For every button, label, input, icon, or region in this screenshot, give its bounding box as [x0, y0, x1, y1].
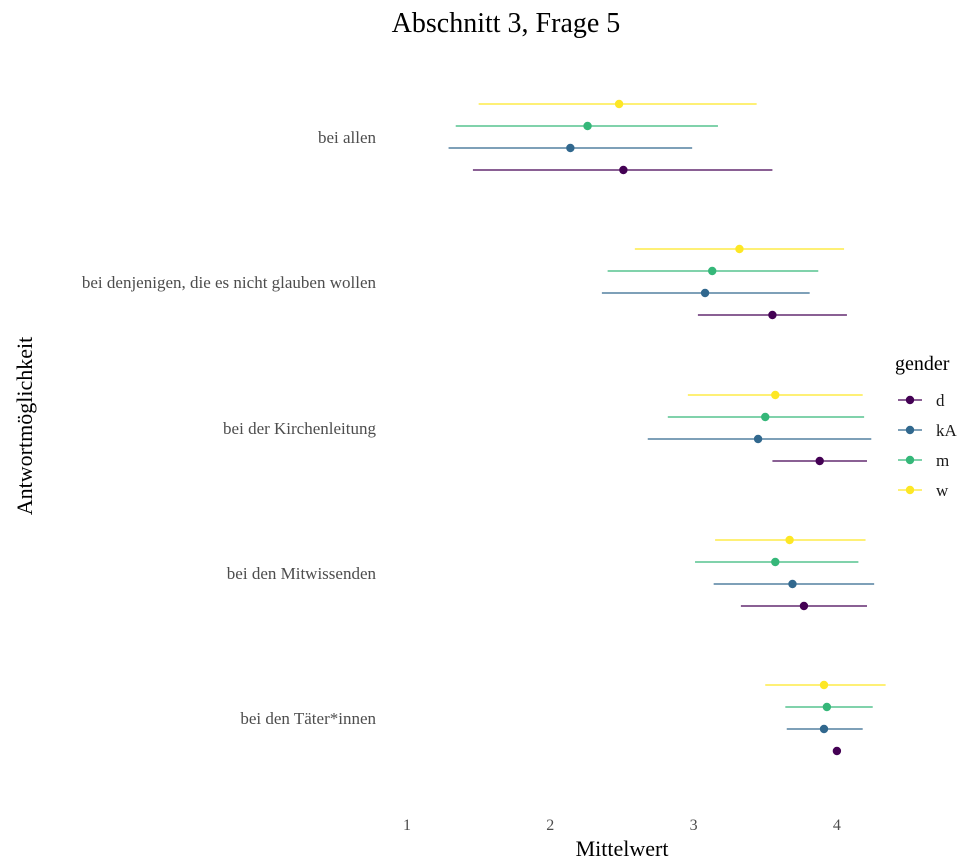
mean-point [799, 601, 809, 611]
legend-key-point [905, 485, 915, 495]
legend-label: w [936, 481, 949, 500]
mean-point [785, 535, 794, 545]
category-label: bei der Kirchenleitung [223, 419, 376, 438]
series-m [455, 121, 873, 712]
y-axis-title: Antwortmöglichkeit [12, 337, 37, 515]
mean-point [619, 165, 628, 175]
x-tick-label: 4 [833, 817, 841, 834]
category-labels: bei allen bei denjenigen, die es nicht gl… [82, 128, 377, 728]
legend-label: m [936, 451, 949, 470]
mean-point [819, 680, 829, 690]
chart-title: Abschnitt 3, Frage 5 [392, 8, 621, 39]
legend-key-point [905, 395, 915, 405]
legend-key-point [905, 425, 915, 435]
x-tick-labels: 1 2 3 4 [403, 817, 841, 834]
category-label: bei den Mitwissenden [227, 564, 377, 583]
legend-item-m: m [898, 451, 949, 470]
mean-point [700, 288, 710, 298]
mean-point [819, 724, 829, 734]
mean-point [788, 579, 797, 589]
category-label: bei denjenigen, die es nicht glauben wol… [82, 273, 377, 292]
legend-item-w: w [898, 481, 949, 500]
legend: gender d kA mw [895, 353, 958, 500]
x-tick-label: 3 [690, 817, 698, 834]
category-label: bei allen [318, 128, 377, 147]
series-w [478, 99, 886, 690]
mean-point [832, 746, 842, 756]
x-tick-label: 1 [403, 817, 411, 834]
series-d [472, 165, 867, 756]
mean-point [583, 121, 592, 131]
mean-point [761, 412, 770, 422]
mean-point [753, 434, 763, 444]
x-tick-label: 2 [546, 817, 554, 834]
legend-label: kA [936, 421, 958, 440]
plot-area [448, 99, 886, 756]
legend-label: d [936, 391, 945, 410]
mean-point [735, 244, 744, 254]
mean-point [815, 456, 824, 466]
mean-point [614, 99, 624, 109]
mean-point [708, 266, 717, 276]
mean-point [822, 702, 832, 712]
mean-point [771, 390, 780, 400]
legend-item-d: d [898, 391, 945, 410]
series-kA [448, 143, 875, 734]
mean-point [566, 143, 575, 153]
legend-item-kA: kA [898, 421, 958, 440]
legend-key-point [905, 455, 915, 465]
category-label: bei den Täter*innen [240, 709, 376, 728]
mean-point [768, 310, 777, 320]
legend-title: gender [895, 353, 950, 375]
x-axis-title: Mittelwert [576, 836, 669, 860]
mean-point [771, 557, 780, 567]
